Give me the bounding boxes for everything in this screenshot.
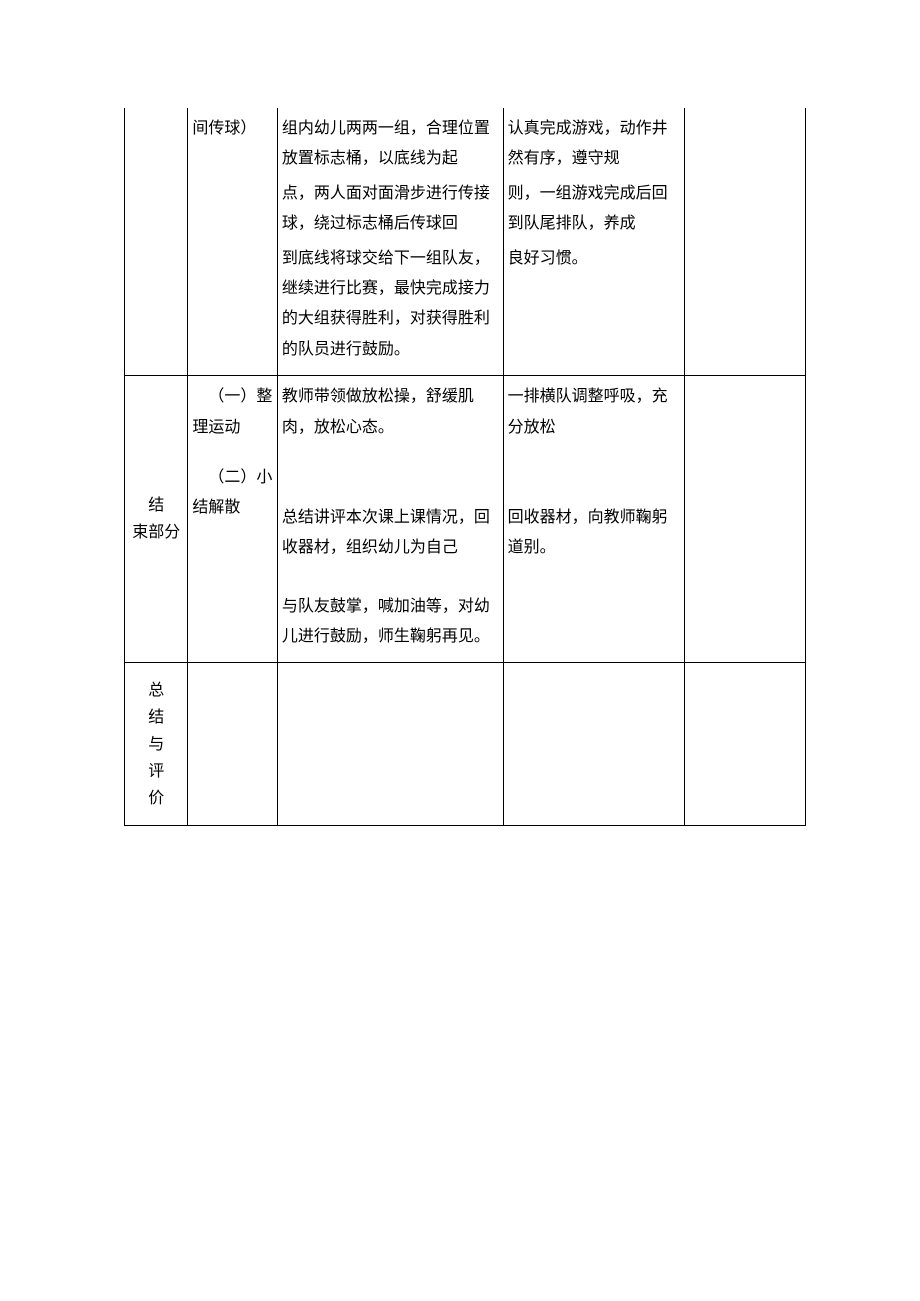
subsection-two-label: （二）小结解散 [192, 463, 272, 524]
lesson-plan-table: 间传球） 组内幼儿两两一组，合理位置放置标志桶，以底线为起 点，两人面对面滑步进… [124, 108, 806, 826]
subsection-one-label: （一）整理运动 [192, 382, 272, 443]
teacher-activity-cell: 教师带领做放松操，舒缓肌肉，放松心态。 总结讲评本次课上课情况，回收器材，组织幼… [277, 376, 503, 663]
section-label-cell: 结 束部分 [125, 376, 188, 663]
teacher-activity-cell [277, 663, 503, 826]
student-text: 则，一组游戏完成后回到队尾排队，养成 [508, 179, 681, 240]
activity-text: 与队友鼓掌，喊加油等，对幼儿进行鼓励，师生鞠躬再见。 [282, 592, 499, 653]
subsection-label-cell [188, 663, 277, 826]
student-activity-cell: 认真完成游戏，动作井然有序，遵守规 则，一组游戏完成后回到队尾排队，养成 良好习… [503, 108, 685, 376]
teacher-activity-cell: 组内幼儿两两一组，合理位置放置标志桶，以底线为起 点，两人面对面滑步进行传接球，… [277, 108, 503, 376]
student-activity-cell: 一排横队调整呼吸，充分放松 回收器材，向教师鞠躬道别。 [503, 376, 685, 663]
activity-text: 组内幼儿两两一组，合理位置放置标志桶，以底线为起 [282, 114, 499, 175]
subsection-label: 间传球） [192, 120, 256, 137]
notes-cell [685, 376, 806, 663]
section-label: 结 束部分 [129, 492, 183, 546]
section-label-cell: 总结与评价 [125, 663, 188, 826]
summary-label: 总结与评价 [129, 677, 183, 813]
subsection-label-cell: （一）整理运动 （二）小结解散 [188, 376, 277, 663]
notes-cell [685, 108, 806, 376]
activity-text: 点，两人面对面滑步进行传接球，绕过标志桶后传球回 [282, 179, 499, 240]
table-row: 结 束部分 （一）整理运动 （二）小结解散 教师带领做放松操，舒缓肌肉，放松心态… [125, 376, 806, 663]
notes-cell [685, 663, 806, 826]
activity-text: 到底线将球交给下一组队友，继续进行比赛，最快完成接力的大组获得胜利，对获得胜利的… [282, 244, 499, 366]
student-activity-cell [503, 663, 685, 826]
page-container: 间传球） 组内幼儿两两一组，合理位置放置标志桶，以底线为起 点，两人面对面滑步进… [0, 0, 920, 1301]
student-text: 良好习惯。 [508, 244, 681, 274]
lesson-plan-table-container: 间传球） 组内幼儿两两一组，合理位置放置标志桶，以底线为起 点，两人面对面滑步进… [124, 108, 806, 826]
table-row: 总结与评价 [125, 663, 806, 826]
subsection-label-cell: 间传球） [188, 108, 277, 376]
activity-text: 教师带领做放松操，舒缓肌肉，放松心态。 [282, 382, 499, 443]
table-row: 间传球） 组内幼儿两两一组，合理位置放置标志桶，以底线为起 点，两人面对面滑步进… [125, 108, 806, 376]
activity-text: 总结讲评本次课上课情况，回收器材，组织幼儿为自己 [282, 503, 499, 564]
section-label-cell [125, 108, 188, 376]
student-text: 一排横队调整呼吸，充分放松 [508, 382, 681, 443]
student-text: 回收器材，向教师鞠躬道别。 [508, 503, 681, 564]
student-text: 认真完成游戏，动作井然有序，遵守规 [508, 114, 681, 175]
